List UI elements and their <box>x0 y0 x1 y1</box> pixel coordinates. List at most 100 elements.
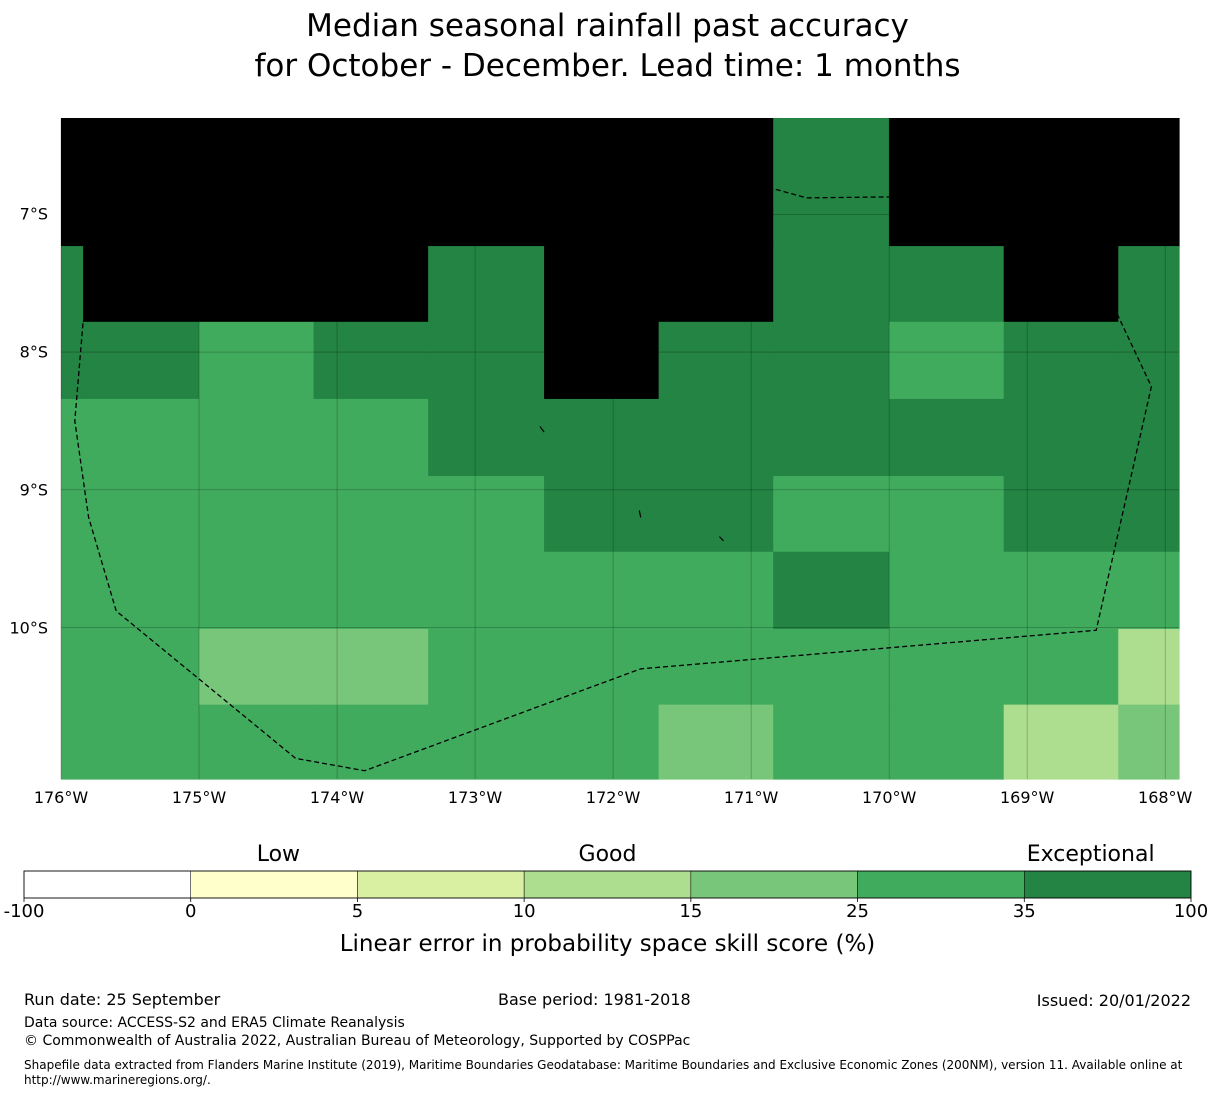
colorbar-segment <box>357 870 525 899</box>
grid-cell <box>428 246 545 323</box>
longitude-tick-label: 174°W <box>309 788 365 807</box>
grid-cell <box>889 118 1005 247</box>
grid-cell <box>61 118 84 247</box>
grid-cell <box>1003 476 1119 553</box>
colorbar-tick-label: -100 <box>3 901 45 922</box>
grid-cell <box>773 321 890 400</box>
graticule <box>60 118 1179 779</box>
grid-cell <box>199 476 315 553</box>
grid-cell <box>313 398 429 477</box>
grid-cell <box>61 321 84 400</box>
colorbar-segment <box>523 870 692 899</box>
colorbar-segment <box>23 870 191 899</box>
issued-date: Issued: 20/01/2022 <box>1036 991 1191 1010</box>
grid-cell <box>313 704 429 780</box>
chart-title-line-1: Median seasonal rainfall past accuracy <box>306 8 909 44</box>
grid-cell <box>83 118 200 247</box>
grid-cell <box>1003 551 1119 630</box>
grid-cell <box>658 476 774 553</box>
grid-cell <box>313 246 429 323</box>
grid-cell <box>773 551 890 630</box>
grid-cell <box>544 628 660 706</box>
longitude-tick-label: 173°W <box>447 788 503 807</box>
copyright: © Commonwealth of Australia 2022, Austra… <box>24 1033 691 1049</box>
latitude-tick-label: 7°S <box>19 204 48 224</box>
grid-cell <box>889 704 1005 780</box>
grid-cell <box>889 628 1005 706</box>
grid-cell <box>428 476 545 553</box>
grid-cell <box>199 628 315 706</box>
grid-cell <box>773 628 890 706</box>
grid-cell <box>544 476 660 553</box>
grid-cell <box>83 704 200 780</box>
colorbar-tick-label: 25 <box>846 901 870 922</box>
grid-cell <box>1003 246 1119 323</box>
grid-cell <box>1003 628 1119 706</box>
grid-cell <box>658 118 774 247</box>
colorbar-category-good: Good <box>578 842 637 867</box>
grid-cell <box>313 551 429 630</box>
grid-cell <box>1118 321 1180 400</box>
grid-cell <box>428 321 545 400</box>
grid-cell <box>1118 551 1180 630</box>
colorbar-segment <box>690 870 858 899</box>
grid-cell <box>1118 246 1180 323</box>
grid-cell <box>313 628 429 706</box>
grid-cell <box>658 628 774 706</box>
grid-cell <box>889 398 1005 477</box>
grid-cell <box>773 398 890 477</box>
colorbar-category-low: Low <box>256 842 301 867</box>
longitude-tick-label: 171°W <box>723 788 779 807</box>
grid-cell <box>544 704 660 780</box>
colorbar-segment <box>1024 870 1192 899</box>
grid-cell <box>1003 321 1119 400</box>
longitude-tick-label: 168°W <box>1138 788 1193 807</box>
eez-boundary <box>74 140 1153 772</box>
grid-cell <box>773 704 890 780</box>
grid-cell <box>1003 398 1119 477</box>
chart-title-line-2: for October - December. Lead time: 1 mon… <box>254 48 961 84</box>
colorbar-title: Linear error in probability space skill … <box>339 931 876 957</box>
grid-cell <box>1118 118 1180 247</box>
grid-cell <box>313 321 429 400</box>
grid-cell <box>658 398 774 477</box>
grid-cell <box>83 398 200 477</box>
grid-cell <box>1003 704 1119 780</box>
grid-cell <box>83 321 200 400</box>
grid-cell <box>428 118 545 247</box>
grid-cell <box>199 246 315 323</box>
grid-cell <box>544 398 660 477</box>
colorbar-tick-label: 35 <box>1012 901 1036 922</box>
colorbar-tick-label: 10 <box>512 901 536 922</box>
grid-cell <box>199 398 315 477</box>
skill-grid <box>61 118 1180 780</box>
grid-cell <box>199 118 315 247</box>
colorbar-tick-label: 0 <box>184 901 197 922</box>
colorbar-category-exceptional: Exceptional <box>1026 842 1155 867</box>
latitude-tick-label: 8°S <box>19 342 48 362</box>
grid-cell <box>889 476 1005 553</box>
grid-cell <box>544 551 660 630</box>
grid-cell <box>889 551 1005 630</box>
grid-cell <box>658 704 774 780</box>
grid-cell <box>1118 398 1180 477</box>
colorbar-segment <box>190 870 358 899</box>
grid-cell <box>61 704 84 780</box>
colorbar-segment <box>857 870 1025 899</box>
longitude-tick-label: 172°W <box>585 788 641 807</box>
grid-cell <box>889 321 1005 400</box>
longitude-tick-label: 170°W <box>861 788 917 807</box>
grid-cell <box>199 551 315 630</box>
grid-cell <box>428 628 545 706</box>
grid-cell <box>773 246 890 323</box>
island-layer <box>539 426 724 542</box>
grid-cell <box>544 118 660 247</box>
shapefile-credit: Shapefile data extracted from Flanders M… <box>24 1058 1183 1087</box>
grid-cell <box>61 246 84 323</box>
island-outline <box>718 536 724 542</box>
colorbar-tick-label: 100 <box>1173 901 1209 922</box>
eez-boundary-layer <box>74 140 1153 772</box>
colorbar-tick-label: 5 <box>351 901 364 922</box>
grid-cell <box>1118 476 1180 553</box>
